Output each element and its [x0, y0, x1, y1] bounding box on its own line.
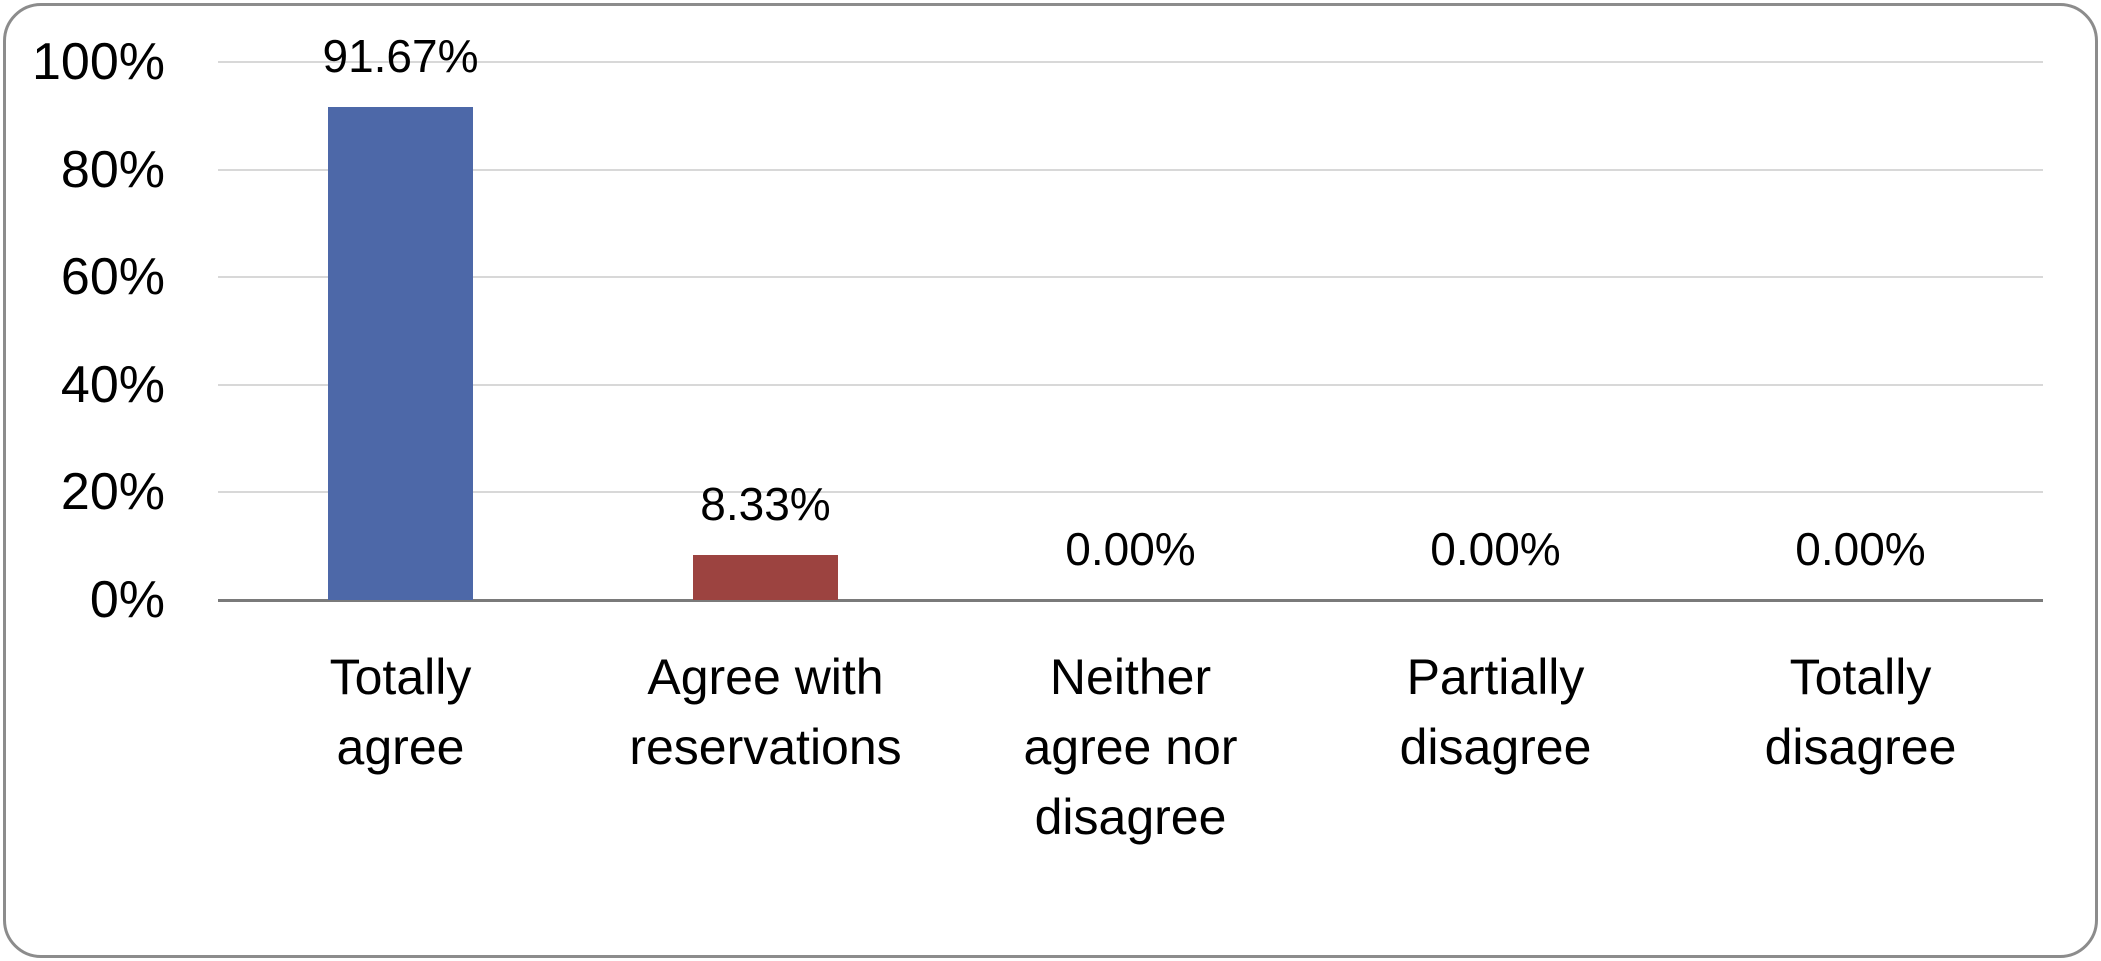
gridline-100pct — [218, 61, 2043, 63]
x-tick-label-neither-agree-nor-disagree: Neither agree nor disagree — [948, 642, 1313, 852]
bar-agree-with-reservations — [693, 555, 838, 600]
x-tick-label-line: disagree — [1399, 719, 1592, 775]
y-tick-label-0pct: 0% — [89, 571, 165, 629]
data-label-partially-disagree: 0.00% — [1430, 523, 1561, 575]
x-tick-label-partially-disagree: Partially disagree — [1313, 642, 1678, 782]
x-tick-label-line: Partially — [1406, 649, 1585, 705]
data-label-totally-agree: 91.67% — [322, 29, 479, 82]
x-tick-label-line: agree — [336, 719, 465, 775]
gridline-80pct — [218, 168, 2043, 171]
x-tick-label-line: Totally — [329, 649, 472, 705]
x-tick-label-agree-with-reservations: Agree with reservations — [583, 642, 948, 782]
y-tick-label-40pct: 40% — [60, 355, 165, 414]
y-tick-label-20pct: 20% — [60, 463, 165, 522]
x-tick-label-line: agree nor — [1023, 719, 1238, 775]
x-tick-label-line: disagree — [1764, 719, 1957, 775]
data-label-totally-disagree: 0.00% — [1795, 523, 1926, 575]
bar-totally-agree — [328, 106, 473, 600]
data-label-agree-with-reservations: 8.33% — [700, 478, 831, 531]
x-tick-label-line: Agree with — [647, 649, 884, 705]
x-tick-label-totally-agree: Totally agree — [218, 642, 583, 782]
x-tick-label-line: reservations — [629, 719, 902, 775]
y-tick-label-100pct: 100% — [32, 33, 165, 91]
data-label-neither-agree-nor-disagree: 0.00% — [1065, 523, 1196, 575]
x-axis-line — [218, 598, 2043, 602]
x-tick-label-line: Totally — [1789, 649, 1932, 705]
y-tick-label-60pct: 60% — [60, 248, 165, 307]
gridline-60pct — [218, 276, 2043, 279]
gridline-20pct — [218, 491, 2043, 494]
x-tick-label-line: disagree — [1034, 789, 1227, 845]
x-tick-label-totally-disagree: Totally disagree — [1678, 642, 2043, 782]
gridline-40pct — [218, 383, 2043, 386]
x-tick-label-line: Neither — [1049, 649, 1212, 705]
y-tick-label-80pct: 80% — [60, 140, 165, 199]
